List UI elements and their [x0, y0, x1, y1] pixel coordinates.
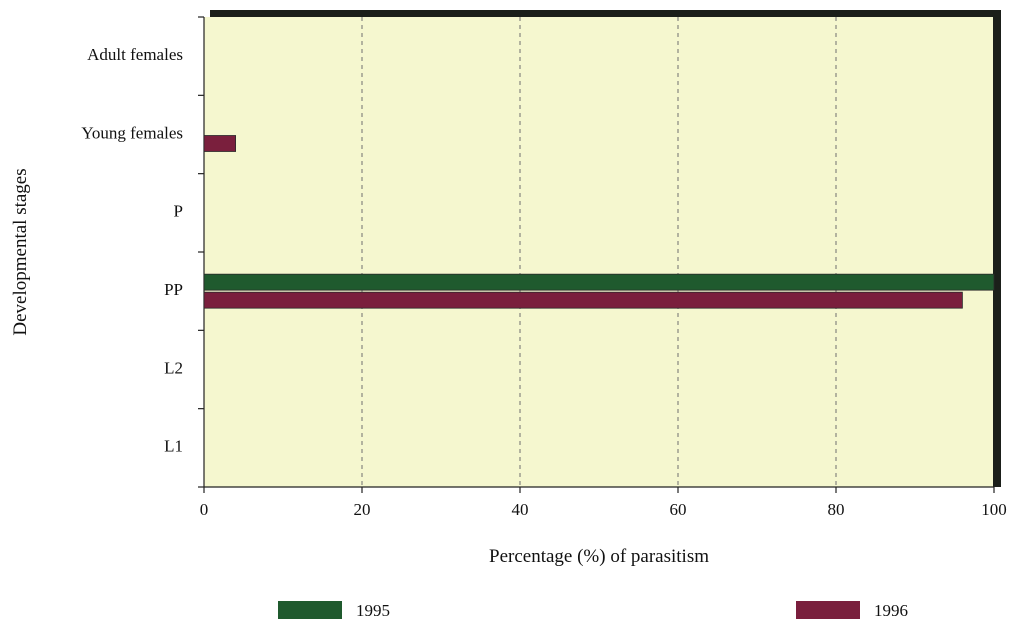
bars: [203, 135, 995, 309]
y-axis-title: Developmental stages: [10, 168, 31, 335]
legend-swatch: [796, 601, 860, 619]
x-tick-label: 40: [512, 500, 529, 519]
x-tick-label: 100: [981, 500, 1007, 519]
y-tick-label: L1: [164, 437, 183, 456]
plot-area: [204, 17, 994, 487]
x-tick-label: 80: [828, 500, 845, 519]
legend: 1995 1996: [278, 601, 908, 619]
x-axis-title: Percentage (%) of parasitism: [489, 546, 709, 567]
bar-1995-pp: [203, 273, 995, 291]
legend-item-1996: 1996: [796, 601, 908, 619]
y-tick-label: Young females: [81, 123, 183, 142]
legend-swatch: [278, 601, 342, 619]
x-tick-label: 60: [670, 500, 687, 519]
y-tick-label: PP: [164, 280, 183, 299]
y-tick-label: P: [174, 202, 183, 221]
x-axis-ticks: 0 20 40 60 80 100: [200, 487, 1007, 519]
bar-1996-pp: [203, 291, 963, 309]
frame-right-edge: [993, 10, 1001, 487]
legend-label: 1995: [356, 601, 390, 619]
x-tick-label: 20: [354, 500, 371, 519]
y-tick-label: L2: [164, 358, 183, 377]
bar-1996-young-females: [203, 135, 237, 152]
y-tick-label: Adult females: [87, 45, 183, 64]
frame-top-edge: [210, 10, 996, 17]
x-tick-label: 0: [200, 500, 209, 519]
legend-label: 1996: [874, 601, 908, 619]
legend-item-1995: 1995: [278, 601, 390, 619]
grid-lines: [361, 17, 837, 487]
